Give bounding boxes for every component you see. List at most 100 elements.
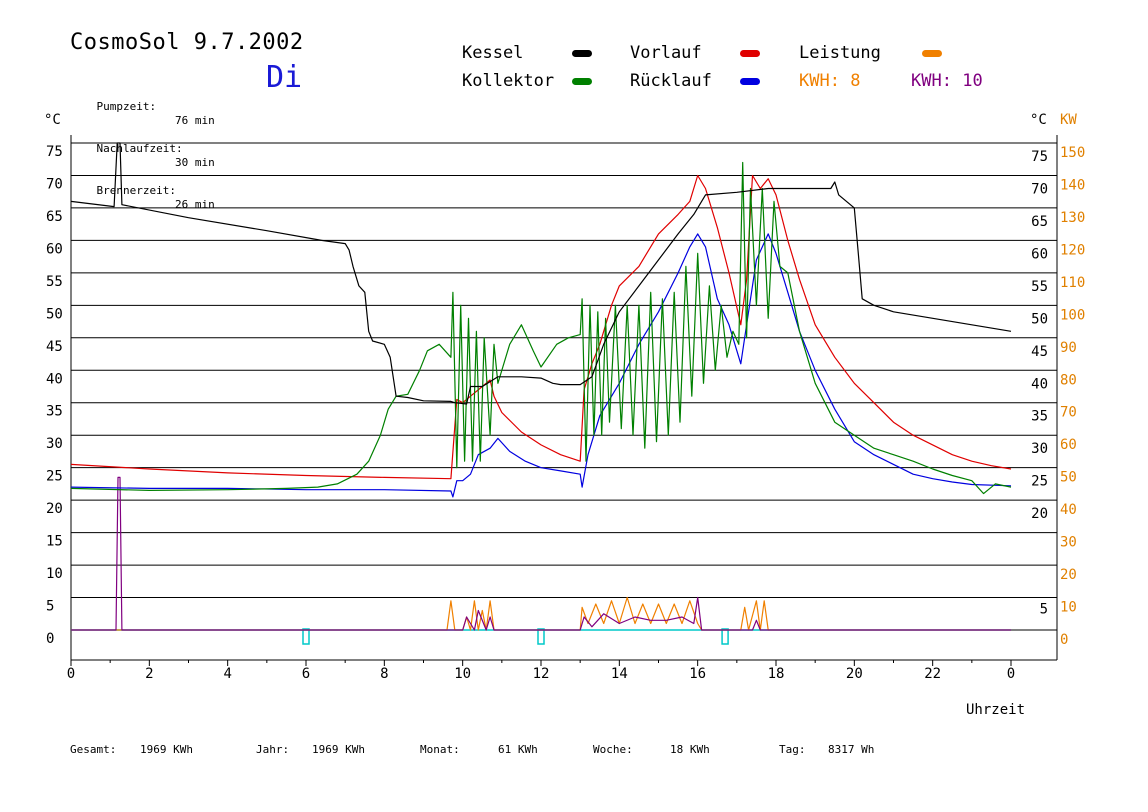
- y-tick-label-right-temp: 50: [1031, 311, 1048, 327]
- kwh-left-value: 8: [850, 71, 861, 91]
- x-tick-label: 18: [768, 666, 785, 682]
- y-tick-label-right-temp: 55: [1031, 279, 1048, 295]
- footer-label: Monat:: [420, 743, 460, 756]
- y-tick-label-left: 25: [46, 469, 63, 485]
- y-tick-label-right-power: 150: [1060, 145, 1085, 161]
- y-tick-label-right-temp: 75: [1031, 149, 1048, 165]
- kwh-left-label: KWH:: [799, 71, 840, 91]
- series-line-leistung: [71, 596, 1011, 631]
- footer-value: 1969 KWh: [140, 743, 193, 756]
- y-tick-label-left: 20: [46, 501, 63, 517]
- footer-monat: Monat: 61 KWh: [420, 743, 538, 756]
- x-tick-label: 20: [846, 666, 863, 682]
- y-tick-label-left: 15: [46, 534, 63, 550]
- series-line-ruecklauf: [70, 233, 1012, 498]
- series-line-vorlauf: [70, 174, 1012, 480]
- info-value: 30 min: [175, 156, 215, 169]
- x-tick-label: 22: [924, 666, 941, 682]
- y-tick-label-right-temp: 65: [1031, 214, 1048, 230]
- y-tick-label-right-temp: 45: [1031, 344, 1048, 360]
- y-tick-label-right-power: 20: [1060, 567, 1077, 583]
- y-axis-label-right-power: KW: [1060, 112, 1077, 128]
- footer-label: Jahr:: [256, 743, 290, 756]
- legend-swatch-leistung: [922, 50, 942, 57]
- y-tick-label-left: 50: [46, 306, 63, 322]
- y-tick-label-right-power: 100: [1060, 307, 1085, 323]
- info-label: Pumpzeit:: [96, 100, 157, 113]
- y-tick-label-left: 75: [46, 144, 63, 160]
- y-tick-label-right-temp: 25: [1031, 474, 1048, 490]
- y-tick-label-left: 70: [46, 176, 63, 192]
- y-tick-label-right-power: 80: [1060, 372, 1077, 388]
- legend-label-ruecklauf: Rücklauf: [630, 71, 712, 91]
- footer-label: Gesamt:: [70, 743, 117, 756]
- status-marker: [537, 628, 545, 645]
- footer-value: 18 KWh: [670, 743, 710, 756]
- kwh-right-value: 10: [962, 71, 983, 91]
- series-line-kollektor: [70, 161, 1012, 495]
- footer-value: 61 KWh: [498, 743, 538, 756]
- y-tick-label-right-temp: 70: [1031, 181, 1048, 197]
- x-tick-label: 4: [223, 666, 231, 682]
- y-tick-label-left: 30: [46, 436, 63, 452]
- footer-value: 1969 KWh: [312, 743, 365, 756]
- y-tick-label-left: 35: [46, 404, 63, 420]
- y-tick-label-left: 45: [46, 339, 63, 355]
- y-tick-label-right-power: 90: [1060, 340, 1077, 356]
- y-tick-label-right-power: 0: [1060, 632, 1068, 648]
- footer-tag: Tag: 8317 Wh: [779, 743, 874, 756]
- footer-woche: Woche: 18 KWh: [593, 743, 710, 756]
- legend-label-kessel: Kessel: [462, 43, 524, 63]
- y-tick-label-right-temp: 20: [1031, 506, 1048, 522]
- y-axis-label-left: °C: [44, 112, 61, 128]
- series-line-pumpe: [71, 476, 1011, 631]
- y-tick-label-right-temp: 35: [1031, 409, 1048, 425]
- footer-jahr: Jahr: 1969 KWh: [256, 743, 365, 756]
- y-tick-label-left: 65: [46, 209, 63, 225]
- y-tick-label-left: 10: [46, 566, 63, 582]
- kwh-right-label: KWH:: [911, 71, 952, 91]
- legend-swatch-kollektor: [572, 78, 592, 85]
- y-tick-label-left: 5: [46, 599, 54, 615]
- y-tick-label-left: 40: [46, 371, 63, 387]
- x-tick-label: 0: [67, 666, 75, 682]
- kwh-right: KWH: 10: [911, 71, 983, 91]
- footer-label: Woche:: [593, 743, 633, 756]
- footer-gesamt: Gesamt: 1969 KWh: [70, 743, 193, 756]
- y-tick-label-right-temp: 40: [1031, 376, 1048, 392]
- weekday-label: Di: [266, 60, 303, 95]
- series-line-kessel: [70, 142, 1012, 405]
- x-tick-label: 12: [533, 666, 550, 682]
- y-tick-label-right-temp: 60: [1031, 246, 1048, 262]
- info-value: 76 min: [175, 114, 215, 127]
- x-tick-label: 10: [454, 666, 471, 682]
- x-tick-label: 2: [145, 666, 153, 682]
- y-tick-label-right-power: 30: [1060, 535, 1077, 551]
- info-label: Brennerzeit:: [96, 184, 176, 197]
- legend-label-kollektor: Kollektor: [462, 71, 555, 91]
- info-row-nachlaufzeit: Nachlaufzeit: 30 min: [70, 128, 215, 169]
- y-tick-label-right-power: 60: [1060, 437, 1077, 453]
- y-tick-label-right-power: 130: [1060, 210, 1085, 226]
- y-tick-label-right-power: 110: [1060, 275, 1085, 291]
- y-tick-label-right-power: 10: [1060, 600, 1077, 616]
- x-tick-label: 0: [1007, 666, 1015, 682]
- x-tick-label: 6: [302, 666, 310, 682]
- info-row-pumpzeit: Pumpzeit: 76 min: [70, 86, 215, 127]
- y-axis-label-right-temp: °C: [1030, 112, 1047, 128]
- kwh-left: KWH: 8: [799, 71, 860, 91]
- y-tick-label-right-power: 140: [1060, 177, 1085, 193]
- y-tick-label-right-power: 50: [1060, 470, 1077, 486]
- x-tick-label: 8: [380, 666, 388, 682]
- info-label: Nachlaufzeit:: [96, 142, 183, 155]
- y-tick-label-left: 55: [46, 274, 63, 290]
- legend-swatch-ruecklauf: [740, 78, 760, 85]
- y-tick-label-right-temp: 5: [1040, 602, 1048, 618]
- legend-label-leistung: Leistung: [799, 43, 881, 63]
- y-tick-label-right-temp: 30: [1031, 441, 1048, 457]
- chart-title: CosmoSol 9.7.2002: [70, 30, 304, 55]
- legend-swatch-kessel: [572, 50, 592, 57]
- legend-label-vorlauf: Vorlauf: [630, 43, 702, 63]
- y-tick-label-right-power: 40: [1060, 502, 1077, 518]
